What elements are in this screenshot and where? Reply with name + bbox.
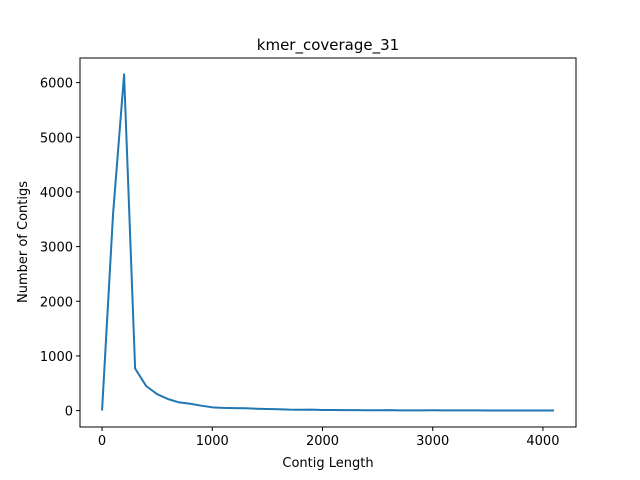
x-axis-label: Contig Length (282, 456, 373, 471)
y-axis-ticks: 0 1000 2000 3000 4000 5000 6000 (40, 77, 80, 420)
y-axis-label: Number of Contigs (16, 181, 31, 303)
y-tick-label: 2000 (40, 295, 73, 310)
x-tick-label: 3000 (416, 434, 449, 449)
y-tick-label: 3000 (40, 241, 73, 256)
y-tick-label: 6000 (40, 77, 73, 92)
y-tick-label: 5000 (40, 131, 73, 146)
y-tick-label: 1000 (40, 350, 73, 365)
x-axis-ticks: 0 1000 2000 3000 4000 (98, 427, 559, 449)
y-tick-label: 4000 (40, 186, 73, 201)
series-line (101, 73, 554, 412)
x-tick-label: 2000 (306, 434, 339, 449)
x-tick-label: 0 (98, 434, 106, 449)
plot-frame (79, 57, 577, 428)
y-tick-label: 0 (65, 405, 73, 420)
chart-title: kmer_coverage_31 (257, 36, 399, 55)
series-layer (101, 73, 554, 412)
x-tick-label: 1000 (196, 434, 229, 449)
x-tick-label: 4000 (526, 434, 559, 449)
